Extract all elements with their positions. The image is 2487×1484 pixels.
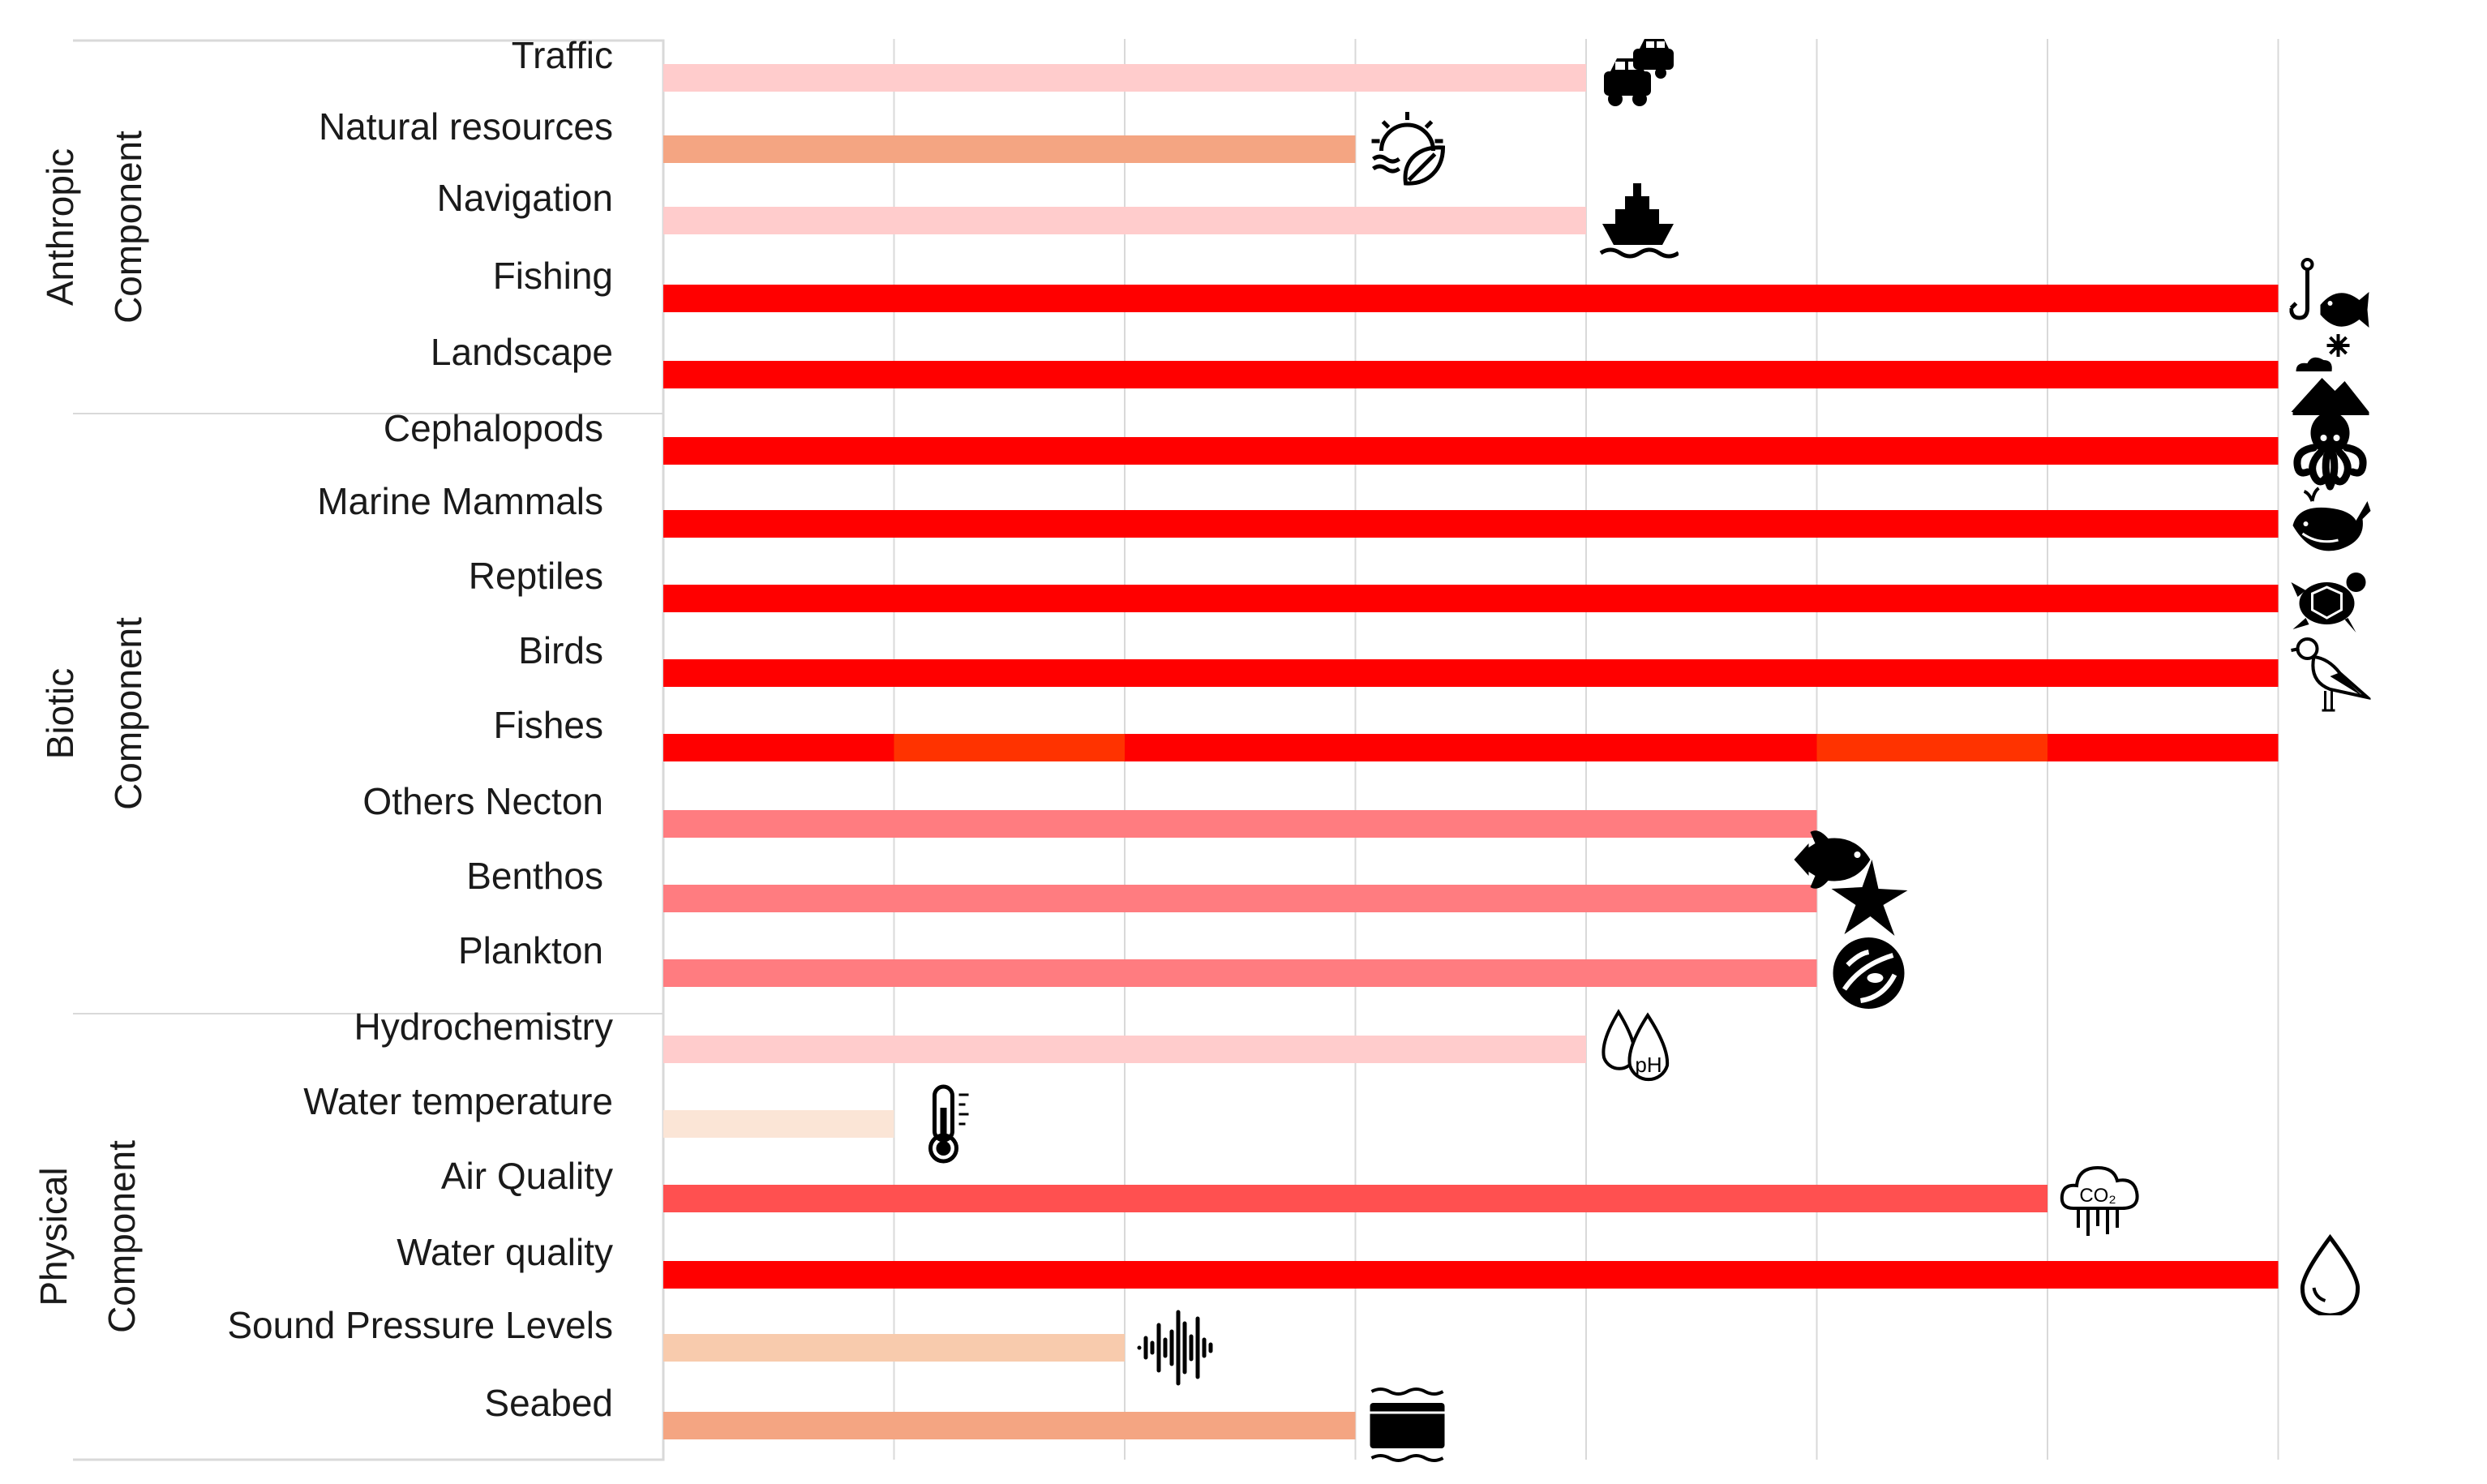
category-label-water-temperature: Water temperature (303, 1080, 613, 1122)
turtle-icon (2290, 571, 2367, 634)
category-label-birds: Birds (518, 629, 603, 671)
group-labels: Anthropic Component Biotic Component Physica… (32, 131, 149, 1333)
bar-traffic (663, 64, 1586, 92)
fish-icon (1794, 830, 1871, 889)
category-label-others-necton: Others Necton (362, 780, 603, 822)
fishing-hook-icon (2292, 259, 2369, 328)
category-label-cephalopods: Cephalopods (384, 407, 603, 449)
seagull-icon (2289, 637, 2369, 712)
seabed-icon (1368, 1387, 1447, 1462)
bar-sound-pressure-levels (663, 1334, 1125, 1362)
bar-others-necton (663, 810, 1817, 838)
bar-benthos (663, 885, 1817, 912)
category-label-seabed: Seabed (484, 1382, 613, 1424)
category-label-hydrochemistry: Hydrochemistry (354, 1006, 613, 1048)
group-label-physical-component-line1: Physical (32, 1167, 75, 1306)
category-label-marine-mammals: Marine Mammals (317, 480, 603, 522)
category-labels: Traffic Natural resources Navigation Fishin… (227, 34, 613, 1424)
bar-natural-resources (663, 135, 1356, 163)
bar-plankton (663, 959, 1817, 987)
category-label-natural-resources: Natural resources (319, 105, 613, 148)
bar-water-quality (663, 1261, 2279, 1289)
sun-leaf-icon (1372, 112, 1443, 183)
bar-reptiles (663, 585, 2279, 612)
bar-seabed (663, 1412, 1356, 1439)
bar-segment-fishes (1816, 734, 2047, 761)
category-label-sound-pressure-levels: Sound Pressure Levels (227, 1304, 613, 1346)
group-label-biotic-component-line2: Component (107, 617, 149, 810)
group-label-anthropic-component-line1: Anthropic (39, 148, 81, 306)
bars (663, 64, 2279, 1439)
thermometer-icon (931, 1087, 969, 1161)
co2-cloud-icon (2060, 1166, 2139, 1237)
category-label-landscape: Landscape (431, 331, 613, 373)
category-label-fishing: Fishing (493, 255, 613, 297)
group-label-anthropic-component-line2: Component (107, 131, 149, 324)
bar-navigation (663, 207, 1586, 234)
bar-marine-mammals (663, 510, 2279, 538)
bar-hydrochemistry (663, 1036, 1586, 1063)
whale-icon (2291, 487, 2371, 553)
category-label-water-quality: Water quality (397, 1231, 613, 1273)
category-label-reptiles: Reptiles (469, 555, 603, 597)
group-label-biotic-component-line1: Biotic (39, 668, 81, 759)
bar-segment-fishes (894, 734, 1125, 761)
category-label-air-quality: Air Quality (441, 1155, 613, 1197)
group-label-physical-component-line2: Component (101, 1140, 143, 1333)
bar-birds (663, 659, 2279, 687)
bar-fishing (663, 285, 2279, 312)
sound-wave-icon (1139, 1312, 1211, 1383)
bar-air-quality (663, 1185, 2047, 1212)
octopus-icon (2297, 412, 2363, 487)
category-label-plankton: Plankton (458, 929, 603, 971)
category-label-navigation: Navigation (437, 177, 613, 219)
category-label-fishes: Fishes (494, 704, 603, 746)
water-drop-icon (2302, 1237, 2357, 1315)
cars-icon (1604, 39, 1674, 106)
plankton-icon (1833, 937, 1905, 1009)
bar-landscape (663, 361, 2279, 388)
bar-water-temperature (663, 1110, 894, 1138)
ph-drops-icon (1602, 1010, 1670, 1082)
category-label-benthos: Benthos (466, 855, 603, 897)
bar-cephalopods (663, 437, 2279, 465)
ship-icon (1601, 183, 1679, 256)
category-label-traffic: Traffic (512, 34, 613, 76)
landscape-icon (2289, 334, 2371, 415)
